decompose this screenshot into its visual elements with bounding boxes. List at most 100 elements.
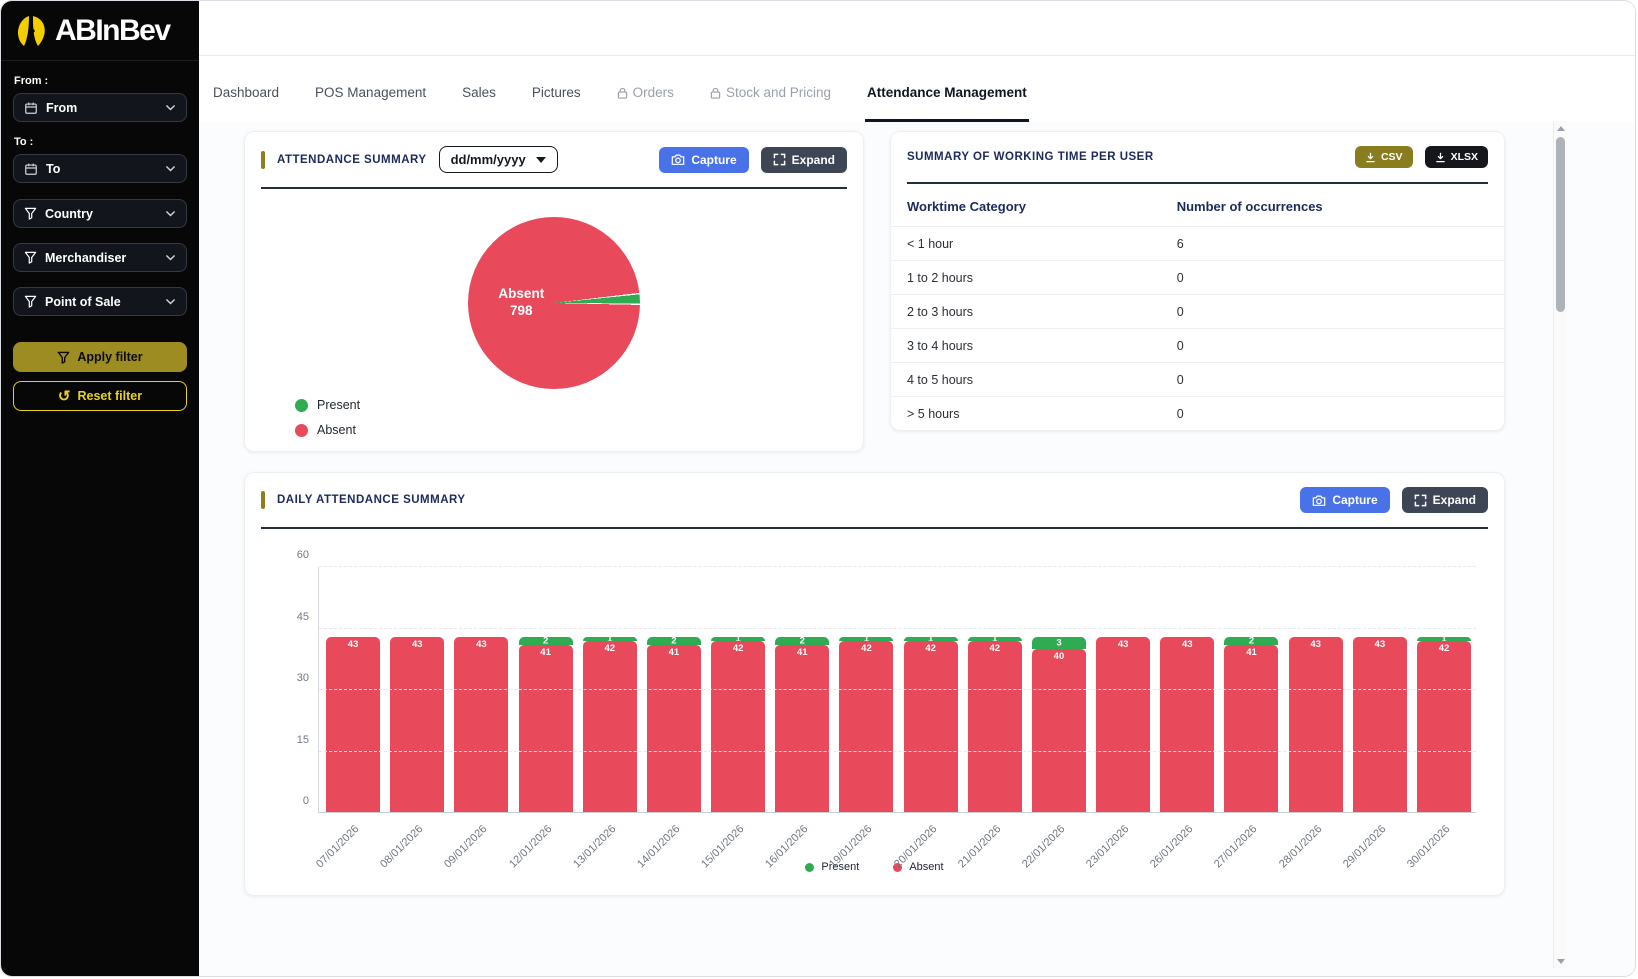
x-tick-label: 29/01/2026 — [1340, 823, 1389, 871]
present-segment: 1 — [839, 634, 894, 643]
bar-slot: 43 — [449, 567, 513, 813]
point-of-sale-filter-select[interactable]: Point of Sale — [13, 287, 187, 316]
bar-slot: 2 41 — [514, 567, 578, 813]
y-axis-line — [318, 567, 319, 813]
worktime-table-body: < 1 hour 6 1 to 2 hours 0 2 to 3 hours 0 3 to … — [891, 226, 1504, 430]
present-value-label: 2 — [542, 635, 549, 647]
legend-item-absent[interactable]: Absent — [893, 861, 944, 873]
legend-dot — [295, 423, 308, 437]
stacked-bar: 1 42 — [839, 634, 894, 813]
legend-item-present[interactable]: Present — [295, 398, 360, 412]
occurrences-cell: 0 — [1160, 260, 1504, 295]
expand-label: Expand — [791, 152, 835, 167]
tab-dashboard[interactable]: Dashboard — [213, 85, 280, 100]
merchandiser-filter-select[interactable]: Merchandiser — [13, 243, 187, 272]
bar-series-container: 43 43 43 2 41 1 42 2 41 1 42 2 41 1 42 1 42 1 42 3 40 43 43 2 41… — [321, 567, 1476, 813]
present-value-label: 1 — [992, 633, 998, 645]
absent-segment: 43 — [390, 636, 445, 813]
gridline — [319, 750, 1476, 752]
table-row: 2 to 3 hours 0 — [891, 294, 1504, 329]
xlsx-export-button[interactable]: XLSX — [1424, 146, 1488, 168]
present-value-label: 2 — [1248, 635, 1255, 647]
abinbev-logo-icon — [11, 11, 51, 51]
absent-value-label: 43 — [411, 638, 423, 650]
absent-segment: 43 — [326, 636, 381, 813]
expand-icon — [1414, 494, 1427, 507]
daily-bar-chart: 43 43 43 2 41 1 42 2 41 1 42 2 41 1 42 1 42 1 42 3 40 43 43 2 41… — [297, 549, 1476, 870]
expand-button[interactable]: Expand — [1401, 487, 1488, 513]
present-segment: 2 — [518, 635, 573, 647]
tab-sales[interactable]: Sales — [462, 85, 496, 100]
legend-item-absent[interactable]: Absent — [295, 423, 360, 437]
apply-filter-label: Apply filter — [77, 350, 143, 364]
to-label: To : — [14, 136, 34, 148]
chevron-down-icon — [165, 296, 176, 307]
bar-slot: 1 42 — [578, 567, 642, 813]
scrollbar[interactable] — [1553, 121, 1567, 968]
scrollbar-thumb[interactable] — [1556, 137, 1565, 312]
stacked-bar: 2 41 — [646, 636, 701, 813]
bar-slot: 1 42 — [1412, 567, 1476, 813]
absent-value-label: 41 — [540, 646, 551, 658]
csv-label: CSV — [1380, 151, 1403, 163]
absent-segment: 43 — [1096, 636, 1151, 813]
from-date-select[interactable]: From — [13, 93, 187, 122]
absent-segment: 42 — [839, 640, 894, 813]
tab-attendance-management[interactable]: Attendance Management — [865, 85, 1029, 122]
stacked-bar: 43 — [326, 636, 381, 813]
x-tick-label: 13/01/2026 — [570, 823, 619, 871]
present-value-label: 1 — [607, 633, 613, 645]
absent-value-label: 43 — [347, 638, 359, 650]
absent-value-label: 41 — [796, 646, 808, 658]
to-date-value: To — [46, 161, 61, 176]
y-tick-label: 60 — [296, 549, 309, 561]
apply-filter-button[interactable]: Apply filter — [13, 342, 187, 372]
bar-slot: 2 41 — [1219, 567, 1283, 813]
tab-pos-management[interactable]: POS Management — [315, 85, 427, 100]
occurrences-header: Number of occurrences — [1176, 199, 1323, 214]
capture-button[interactable]: Capture — [1300, 487, 1390, 513]
point-of-sale-filter-value: Point of Sale — [45, 294, 121, 309]
absent-value-label: 42 — [732, 642, 744, 654]
capture-button[interactable]: Capture — [659, 146, 749, 173]
legend-item-present[interactable]: Present — [805, 861, 859, 873]
present-segment: 3 — [1031, 636, 1086, 649]
reset-filter-button[interactable]: ↺ Reset filter — [13, 381, 187, 411]
y-tick-label: 45 — [296, 610, 309, 623]
pie-center-value: 798 — [510, 303, 533, 318]
gridline — [319, 566, 1476, 567]
occurrences-cell: 6 — [1160, 226, 1504, 261]
present-segment: 1 — [711, 633, 766, 645]
bar-chart-legend: Present Absent — [245, 861, 1504, 895]
bar-slot: 3 40 — [1027, 567, 1091, 813]
worktime-category-cell: 2 to 3 hours — [891, 294, 1161, 329]
present-value-label: 1 — [735, 633, 741, 645]
reset-icon: ↺ — [57, 387, 71, 405]
bar-slot: 43 — [385, 567, 449, 813]
tab-pictures[interactable]: Pictures — [531, 85, 581, 100]
worktime-table: Worktime Category Number of occurrences … — [891, 186, 1504, 430]
scroll-down-arrow[interactable] — [1554, 954, 1568, 968]
absent-value-label: 41 — [1246, 646, 1257, 658]
absent-value-label: 43 — [1374, 638, 1386, 650]
expand-button[interactable]: Expand — [760, 146, 847, 173]
country-filter-select[interactable]: Country — [13, 199, 187, 228]
csv-export-button[interactable]: CSV — [1354, 146, 1413, 168]
pie-date-select[interactable]: dd/mm/yyyy — [438, 146, 558, 173]
card-divider — [261, 187, 847, 189]
camera-icon — [1312, 494, 1326, 507]
absent-value-label: 43 — [1310, 638, 1321, 650]
present-segment: 2 — [646, 636, 701, 645]
download-icon — [1365, 152, 1376, 163]
to-date-select[interactable]: To — [13, 154, 187, 183]
legend-label: Absent — [317, 423, 356, 437]
absent-value-label: 41 — [668, 646, 680, 658]
calendar-icon — [24, 162, 38, 176]
scroll-up-arrow[interactable] — [1554, 121, 1568, 135]
filter-icon — [24, 207, 37, 220]
present-segment: 1 — [582, 633, 637, 645]
worktime-category-header: Worktime Category — [907, 199, 1026, 214]
x-tick-label: 28/01/2026 — [1276, 823, 1325, 871]
brand-name: ABInBev — [55, 13, 171, 47]
